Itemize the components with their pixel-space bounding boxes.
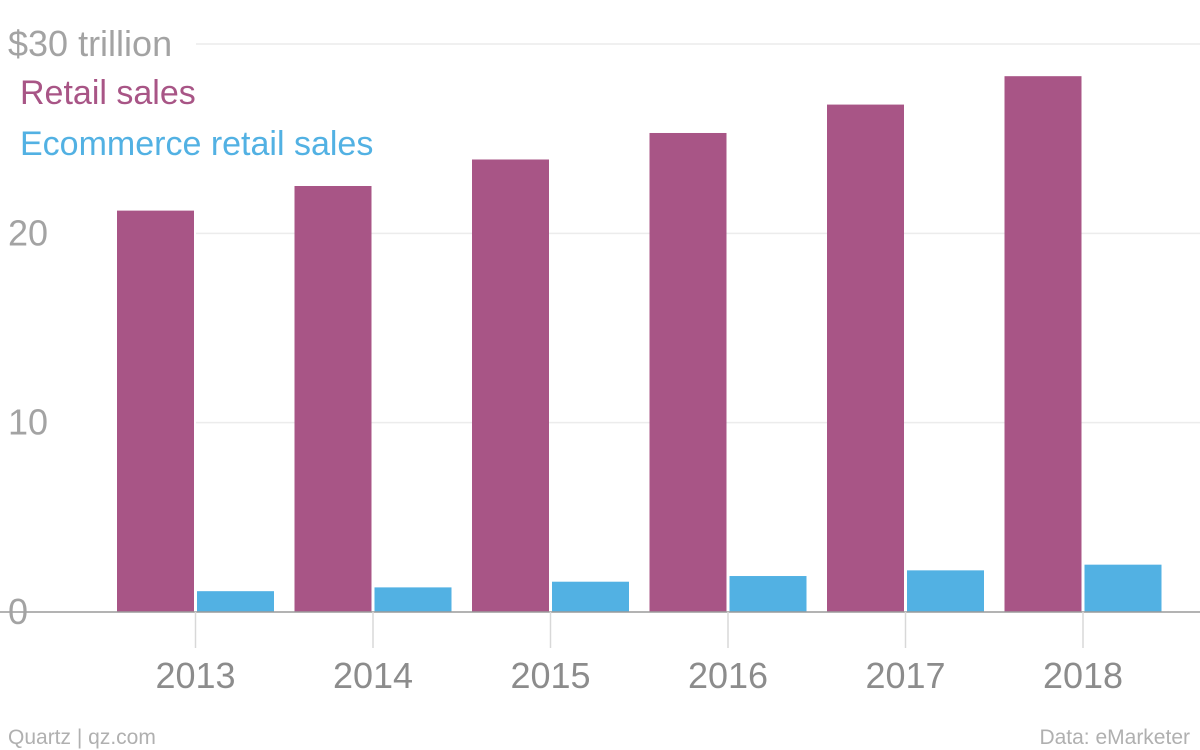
y-tick-label: 10 <box>8 402 48 443</box>
bars <box>117 76 1162 613</box>
y-tick-label: $30 trillion <box>8 23 172 64</box>
bar-ecommerce-2018 <box>1084 564 1162 612</box>
y-tick-label: 0 <box>8 591 28 632</box>
bar-retail-2013 <box>117 210 194 612</box>
x-tick-label: 2013 <box>155 655 235 696</box>
bar-ecommerce-2013 <box>197 591 274 612</box>
bar-retail-2016 <box>649 132 727 612</box>
bar-ecommerce-2014 <box>374 587 452 612</box>
bar-retail-2015 <box>472 159 549 612</box>
legend-item-ecommerce-retail-sales: Ecommerce retail sales <box>20 125 373 163</box>
axes <box>0 611 1200 648</box>
x-tick-label: 2017 <box>865 655 945 696</box>
data-source: Data: eMarketer <box>1039 726 1190 749</box>
bar-ecommerce-2015 <box>552 581 629 612</box>
x-tick-label: 2016 <box>688 655 768 696</box>
bar-retail-2014 <box>294 186 372 612</box>
x-tick-label: 2018 <box>1043 655 1123 696</box>
x-tick-label: 2014 <box>333 655 413 696</box>
bar-retail-2017 <box>827 104 904 612</box>
bar-ecommerce-2016 <box>729 576 807 612</box>
bar-retail-2018 <box>1004 76 1082 613</box>
source-credit: Quartz | qz.com <box>8 726 156 749</box>
legend-item-retail-sales: Retail sales <box>20 74 196 112</box>
bar-ecommerce-2017 <box>907 570 984 612</box>
x-tick-label: 2015 <box>510 655 590 696</box>
labels: 0 10 20 $30 trillion 2013 2014 2015 2016 2017 201… <box>8 23 1123 696</box>
y-tick-label: 20 <box>8 212 48 253</box>
legend: Retail sales Ecommerce retail sales <box>20 74 373 163</box>
